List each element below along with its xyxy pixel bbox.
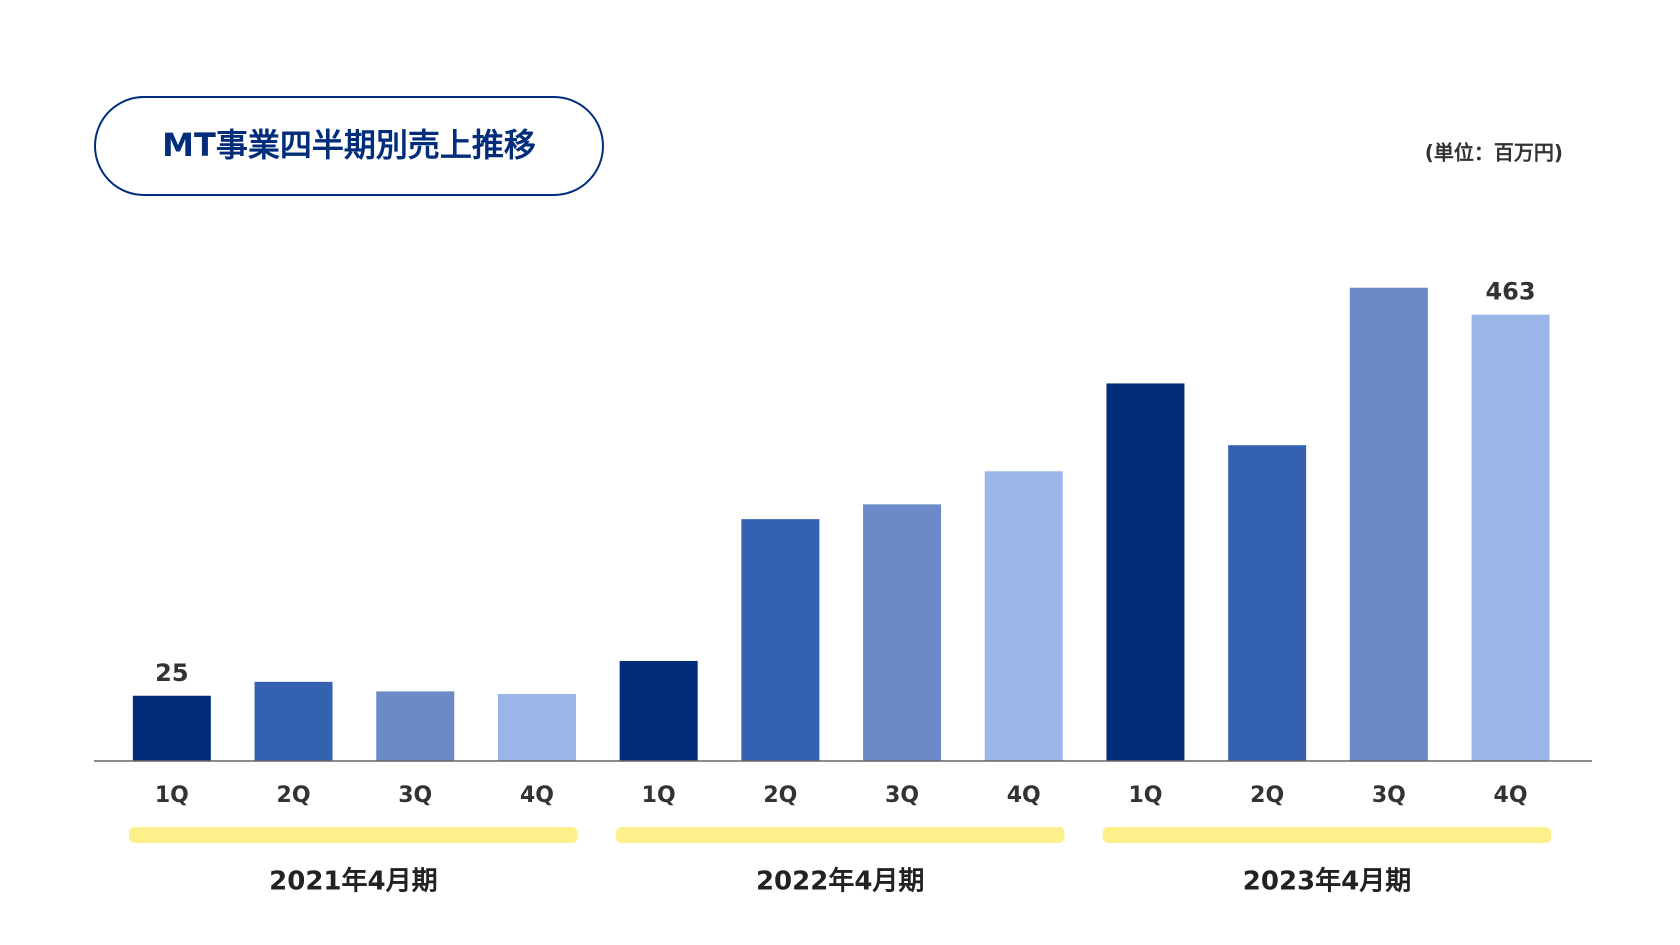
bar xyxy=(1228,445,1307,761)
group-band xyxy=(129,827,578,843)
x-tick-label: 1Q xyxy=(642,783,676,808)
x-tick-label: 3Q xyxy=(398,783,432,808)
unit-note: (単位：百万円) xyxy=(1425,141,1563,165)
x-tick-label: 4Q xyxy=(1494,783,1528,808)
data-label: 463 xyxy=(1485,278,1535,306)
group-band xyxy=(615,827,1065,843)
x-tick-label: 4Q xyxy=(1007,783,1041,808)
bar xyxy=(132,695,211,761)
data-label: 25 xyxy=(155,659,188,687)
x-tick-label: 3Q xyxy=(885,783,919,808)
x-tick-label: 1Q xyxy=(155,783,189,808)
bar xyxy=(1106,383,1185,761)
bar xyxy=(1471,314,1550,761)
group-label: 2022年4月期 xyxy=(756,866,924,897)
bar xyxy=(376,691,455,761)
bar xyxy=(863,504,942,761)
x-tick-label: 4Q xyxy=(520,783,554,808)
group-label: 2023年4月期 xyxy=(1243,866,1411,897)
group-band xyxy=(1102,827,1552,843)
group-label: 2021年4月期 xyxy=(269,866,437,897)
title-box xyxy=(94,96,604,196)
x-tick-label: 3Q xyxy=(1372,783,1406,808)
x-tick-label: 2Q xyxy=(1250,783,1284,808)
bar xyxy=(619,660,698,761)
bar xyxy=(741,519,820,761)
bar xyxy=(984,471,1063,761)
x-tick-label: 1Q xyxy=(1128,783,1162,808)
bar xyxy=(254,681,333,761)
bar xyxy=(497,694,576,761)
x-tick-label: 2Q xyxy=(763,783,797,808)
chart-title: MT事業四半期別売上推移 xyxy=(162,126,536,164)
bar xyxy=(1349,287,1428,761)
x-tick-label: 2Q xyxy=(277,783,311,808)
